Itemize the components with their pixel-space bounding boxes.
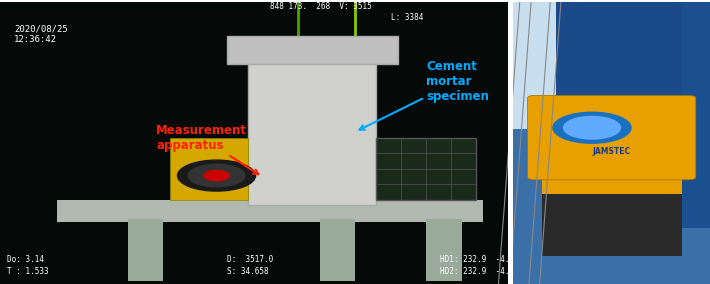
FancyBboxPatch shape	[376, 137, 476, 200]
Text: Measurement
apparatus: Measurement apparatus	[156, 124, 258, 174]
FancyBboxPatch shape	[556, 3, 710, 101]
Circle shape	[188, 164, 245, 187]
FancyBboxPatch shape	[128, 219, 163, 281]
Text: HD2: 232.9  -4.1: HD2: 232.9 -4.1	[440, 267, 514, 275]
FancyBboxPatch shape	[513, 3, 710, 129]
FancyBboxPatch shape	[542, 194, 682, 256]
Text: Do: 3.14: Do: 3.14	[7, 255, 44, 264]
Text: D:  3517.0: D: 3517.0	[227, 255, 273, 264]
FancyBboxPatch shape	[320, 219, 355, 281]
FancyBboxPatch shape	[0, 3, 510, 284]
FancyBboxPatch shape	[542, 177, 682, 256]
Text: JAMSTEC: JAMSTEC	[593, 147, 630, 156]
Circle shape	[204, 170, 229, 181]
FancyBboxPatch shape	[57, 200, 483, 222]
Text: T : 1.533: T : 1.533	[7, 267, 49, 275]
Text: HD1: 232.9  -4.1: HD1: 232.9 -4.1	[440, 255, 514, 264]
FancyBboxPatch shape	[682, 3, 710, 228]
FancyBboxPatch shape	[248, 59, 376, 205]
Text: L: 3384: L: 3384	[391, 13, 423, 22]
Text: Cement
mortar
specimen: Cement mortar specimen	[359, 60, 489, 130]
FancyBboxPatch shape	[426, 219, 462, 281]
Text: 2020/08/25
12:36:42: 2020/08/25 12:36:42	[14, 25, 68, 44]
Circle shape	[178, 160, 256, 191]
Circle shape	[553, 112, 631, 143]
FancyBboxPatch shape	[528, 95, 696, 180]
Text: 848 173.  268  V: 3515: 848 173. 268 V: 3515	[270, 2, 371, 11]
Circle shape	[564, 116, 621, 139]
FancyBboxPatch shape	[508, 3, 513, 284]
FancyBboxPatch shape	[227, 36, 398, 64]
FancyBboxPatch shape	[513, 129, 710, 284]
FancyBboxPatch shape	[170, 137, 248, 200]
Text: S: 34.658: S: 34.658	[227, 267, 269, 275]
